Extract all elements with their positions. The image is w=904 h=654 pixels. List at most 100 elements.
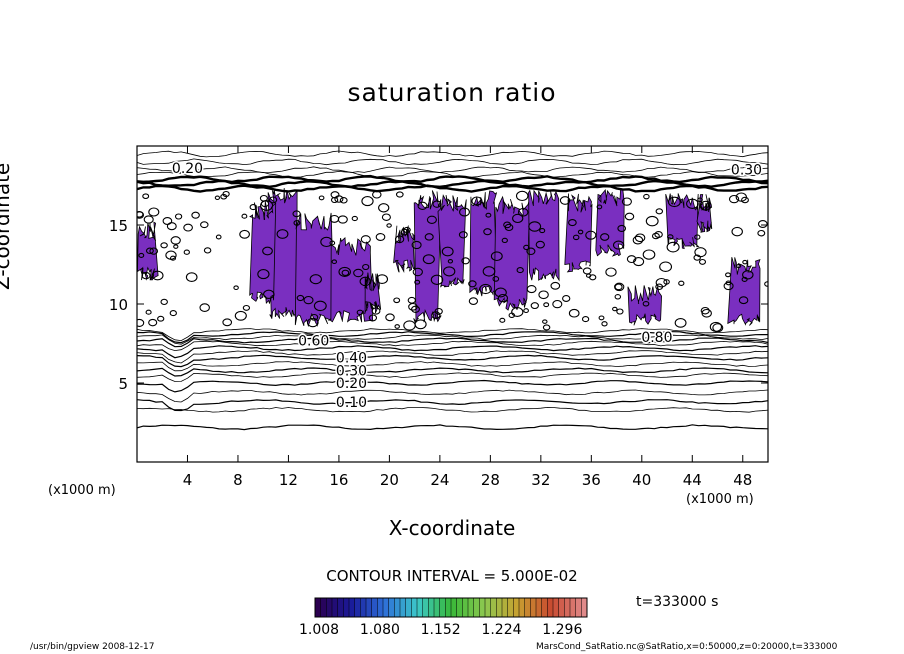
contour-cell [214, 195, 221, 201]
contour-cell [170, 236, 181, 245]
contour-cell [351, 215, 358, 222]
x-tick-label: 8 [233, 471, 243, 489]
contour-line [137, 340, 768, 352]
contour-labels: 0.100.200.300.400.600.20 0.300.80 [170, 160, 763, 413]
contour-line [137, 424, 768, 431]
contour-cell [614, 282, 625, 292]
contour-label: 0.80 [641, 330, 672, 346]
contour-cell [655, 208, 664, 215]
colorbar-segment [326, 598, 333, 617]
contour-cell [542, 319, 548, 324]
contour-cell [517, 207, 529, 217]
contour-cell [434, 307, 443, 315]
contour-cell [642, 301, 650, 307]
contour-cell [296, 294, 305, 302]
contour-cell [582, 267, 592, 275]
contour-cell [596, 204, 603, 210]
colorbar-segment [570, 598, 576, 617]
contour-cell [151, 270, 164, 281]
contour-cell [203, 247, 212, 254]
contour-cell [395, 191, 404, 198]
contour-cell [700, 306, 710, 315]
contour-line [137, 328, 768, 342]
contour-cell [371, 307, 381, 315]
supersaturated-region [696, 194, 713, 233]
contour-cell [614, 294, 622, 300]
plot-frame [136, 145, 769, 463]
contour-cell [568, 219, 577, 227]
contour-cell [526, 247, 536, 256]
contour-cell [634, 233, 646, 243]
supersaturated-region [665, 193, 700, 250]
contour-cell [239, 229, 250, 239]
contour-cell [738, 296, 749, 305]
colorbar-segment [332, 598, 338, 617]
contour-cell [585, 230, 597, 240]
contour-cell [292, 210, 301, 218]
contour-cell [262, 246, 273, 256]
contour-cell [160, 242, 168, 249]
contour-cell [728, 194, 740, 204]
contour-cell [461, 257, 470, 265]
contour-cell [645, 215, 659, 227]
contour-cell [249, 204, 257, 211]
contour-label: 0.30 [731, 163, 762, 179]
contour-cell [137, 210, 144, 218]
supersaturated-region [294, 212, 335, 328]
contour-cell [330, 196, 339, 204]
x-tick-label: 48 [733, 471, 752, 489]
contour-label: 0.20 [172, 161, 203, 177]
supersaturated-region [493, 195, 531, 311]
contour-cell [552, 299, 563, 309]
colorbar-segment [371, 598, 378, 617]
contour-cell [686, 198, 699, 209]
contour-cell [309, 274, 322, 285]
x-tick-label: 16 [329, 471, 348, 489]
contour-cell [621, 197, 632, 206]
contour-line [137, 330, 768, 344]
x-tick-label: 24 [430, 471, 449, 489]
contour-cell [310, 313, 319, 321]
contour-cell [220, 193, 228, 200]
contour-cell [626, 255, 637, 264]
contour-cell [257, 269, 270, 280]
contour-cell [497, 293, 509, 303]
contour-cell [624, 212, 635, 221]
contour-cell [458, 231, 468, 239]
colorbar-segment [490, 598, 497, 617]
contour-cell [516, 267, 524, 274]
contour-line [137, 150, 768, 158]
colorbar-segment [354, 598, 361, 617]
supersaturated-region [363, 272, 382, 314]
contour-cell [731, 226, 743, 237]
contour-cell [334, 195, 344, 203]
contour-cell [148, 207, 160, 217]
contour-interval-text: CONTOUR INTERVAL = 5.000E-02 [326, 567, 578, 585]
colorbar-tick-label: 1.152 [420, 622, 461, 638]
colorbar-segment [536, 598, 542, 617]
contour-cell [655, 277, 668, 288]
contour-cell [145, 309, 152, 315]
contour-cell [479, 283, 492, 295]
contour-cell [643, 193, 650, 200]
colorbar-segment [417, 598, 423, 617]
colorbar-segment [377, 598, 384, 617]
colorbar-segment [388, 598, 395, 617]
footer-left: /usr/bin/gpview 2008-12-17 [30, 642, 155, 652]
contour-line [137, 389, 768, 403]
contour-cell [725, 280, 732, 286]
contour-cell [303, 295, 314, 305]
contour-cell [443, 266, 456, 277]
colorbar-segment [558, 598, 565, 617]
x-tick-label: 20 [380, 471, 399, 489]
contour-cell [142, 193, 150, 200]
colorbar-segment [575, 598, 582, 617]
contour-cell [215, 234, 222, 240]
x-tick-label: 4 [183, 471, 193, 489]
contour-line [137, 337, 768, 348]
colorbar-tick-label: 1.008 [299, 622, 340, 638]
contour-cell [612, 240, 625, 250]
contour-cell [742, 259, 748, 265]
contour-cell [490, 251, 503, 262]
